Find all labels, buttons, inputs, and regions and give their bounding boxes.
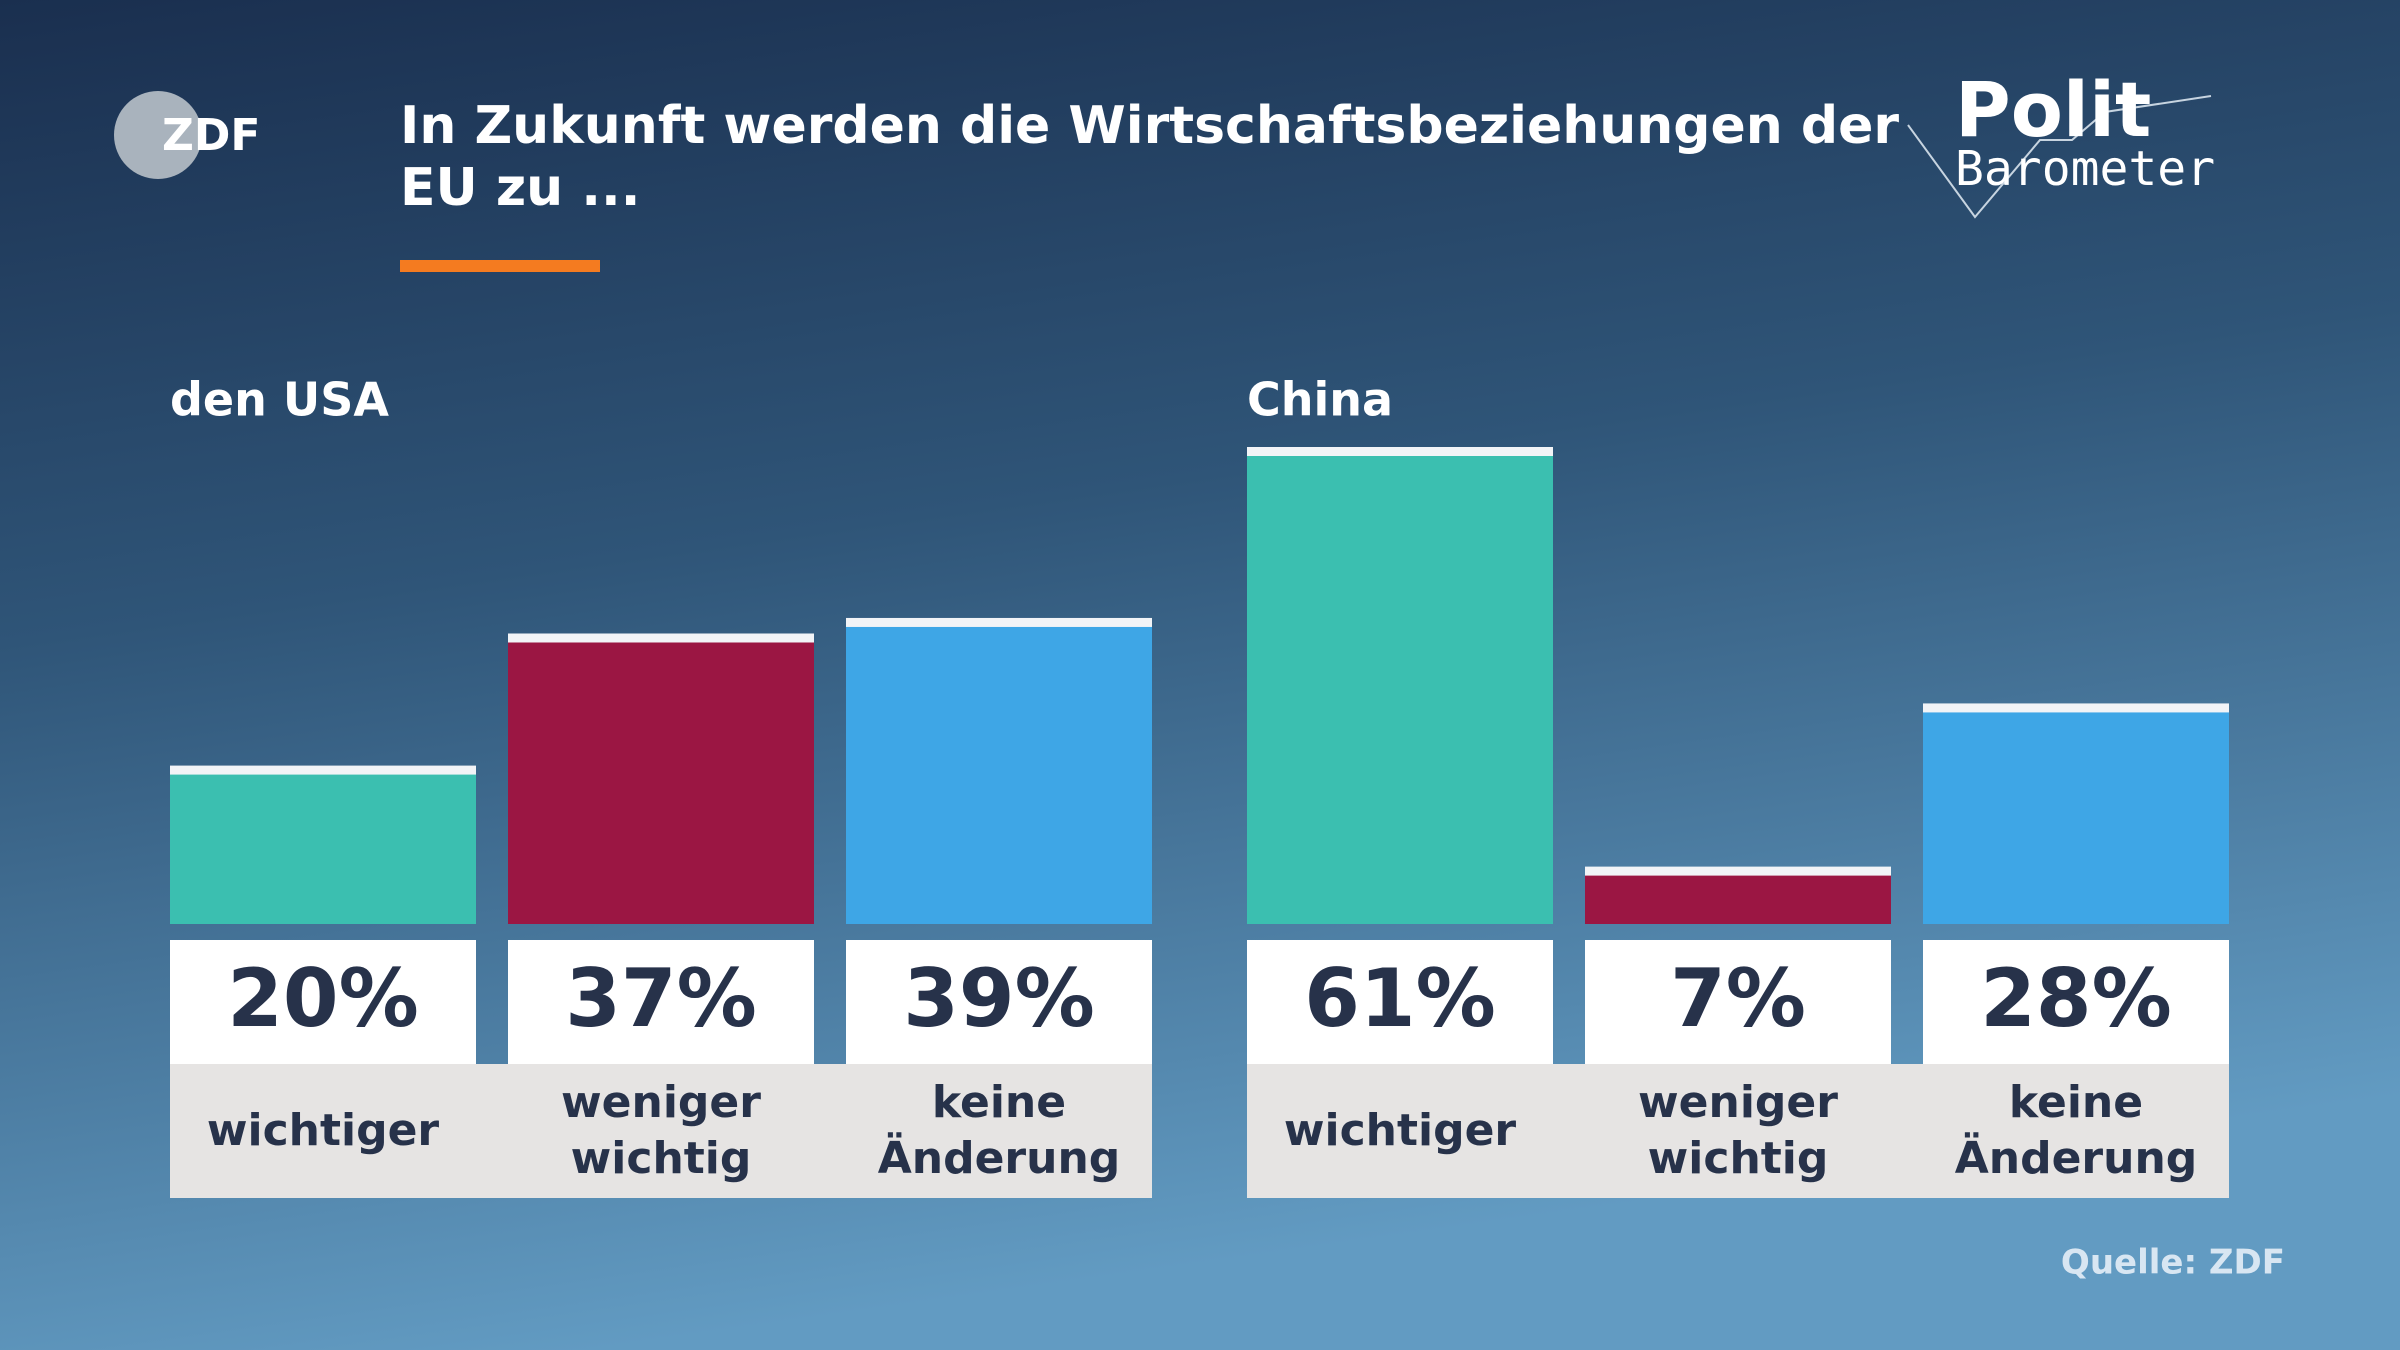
title-underline bbox=[400, 260, 600, 272]
value-label: 20% bbox=[227, 952, 418, 1045]
value-label: 37% bbox=[565, 952, 756, 1045]
category-label: keine Änderung bbox=[878, 1077, 1121, 1184]
group-title: China bbox=[1247, 373, 1393, 427]
bar-cap bbox=[508, 633, 814, 643]
category-label: weniger wichtig bbox=[1638, 1077, 1838, 1184]
logo-circle bbox=[114, 91, 202, 179]
bar bbox=[1923, 706, 2229, 924]
bar bbox=[1247, 450, 1553, 924]
brand-top: Polit bbox=[1955, 65, 2151, 154]
value-box bbox=[1585, 940, 1891, 1064]
category-label: weniger wichtig bbox=[561, 1077, 761, 1184]
category-label: keine Änderung bbox=[1955, 1077, 2198, 1184]
category-label: wichtiger bbox=[207, 1105, 440, 1156]
bar-cap bbox=[1585, 866, 1891, 876]
bar-cap bbox=[1247, 447, 1553, 456]
bar-cap bbox=[846, 617, 1152, 627]
value-box bbox=[1247, 940, 1553, 1064]
value-label: 28% bbox=[1980, 952, 2171, 1045]
bar-cap bbox=[1923, 703, 2229, 713]
bar bbox=[170, 768, 476, 924]
bar bbox=[846, 620, 1152, 924]
category-label: wichtiger bbox=[1284, 1105, 1517, 1156]
value-box bbox=[170, 940, 476, 1064]
value-label: 61% bbox=[1304, 952, 1495, 1045]
value-label: 7% bbox=[1670, 952, 1806, 1045]
brand-check bbox=[1907, 95, 2212, 219]
source: Quelle: ZDF bbox=[2061, 1243, 2285, 1283]
category-band bbox=[170, 1064, 1152, 1198]
chart-title: In Zukunft werden die Wirtschaftsbeziehu… bbox=[400, 96, 1899, 218]
group-title: den USA bbox=[170, 373, 389, 427]
brand-bottom: Barometer bbox=[1955, 141, 2215, 197]
category-band bbox=[1247, 1064, 2229, 1198]
value-box bbox=[846, 940, 1152, 1064]
value-box bbox=[508, 940, 814, 1064]
bar-cap bbox=[170, 765, 476, 775]
value-box bbox=[1923, 940, 2229, 1064]
bar bbox=[1585, 869, 1891, 924]
bar bbox=[508, 636, 814, 924]
logo: ZDF bbox=[162, 110, 260, 161]
value-label: 39% bbox=[903, 952, 1094, 1045]
